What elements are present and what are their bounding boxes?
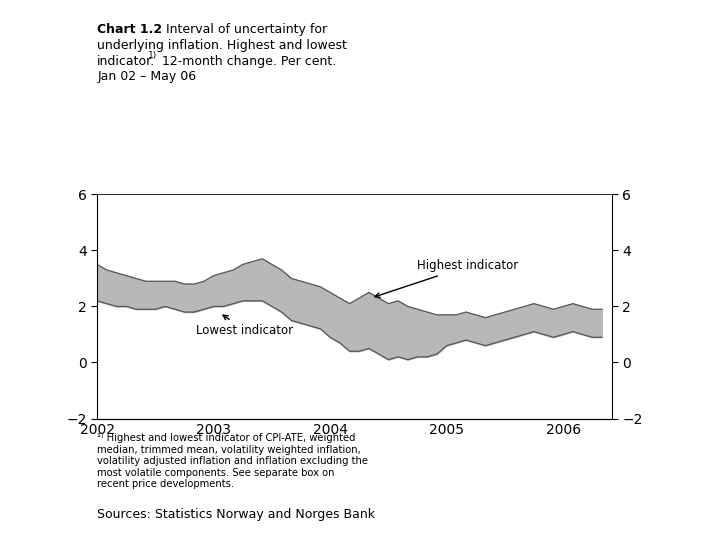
Text: underlying inflation. Highest and lowest: underlying inflation. Highest and lowest [97, 39, 347, 52]
Text: indicator.: indicator. [97, 55, 156, 68]
Text: Sources: Statistics Norway and Norges Bank: Sources: Statistics Norway and Norges Ba… [97, 508, 375, 521]
Text: Interval of uncertainty for: Interval of uncertainty for [162, 23, 327, 36]
Text: Jan 02 – May 06: Jan 02 – May 06 [97, 70, 197, 83]
Text: 12-month change. Per cent.: 12-month change. Per cent. [158, 55, 336, 68]
Text: 1): 1) [148, 51, 157, 60]
Text: Highest indicator: Highest indicator [375, 259, 518, 298]
Text: Lowest indicator: Lowest indicator [197, 315, 293, 337]
Text: ¹⁾ Highest and lowest indicator of CPI-ATE, weighted
median, trimmed mean, volat: ¹⁾ Highest and lowest indicator of CPI-A… [97, 433, 368, 489]
Text: Chart 1.2: Chart 1.2 [97, 23, 162, 36]
